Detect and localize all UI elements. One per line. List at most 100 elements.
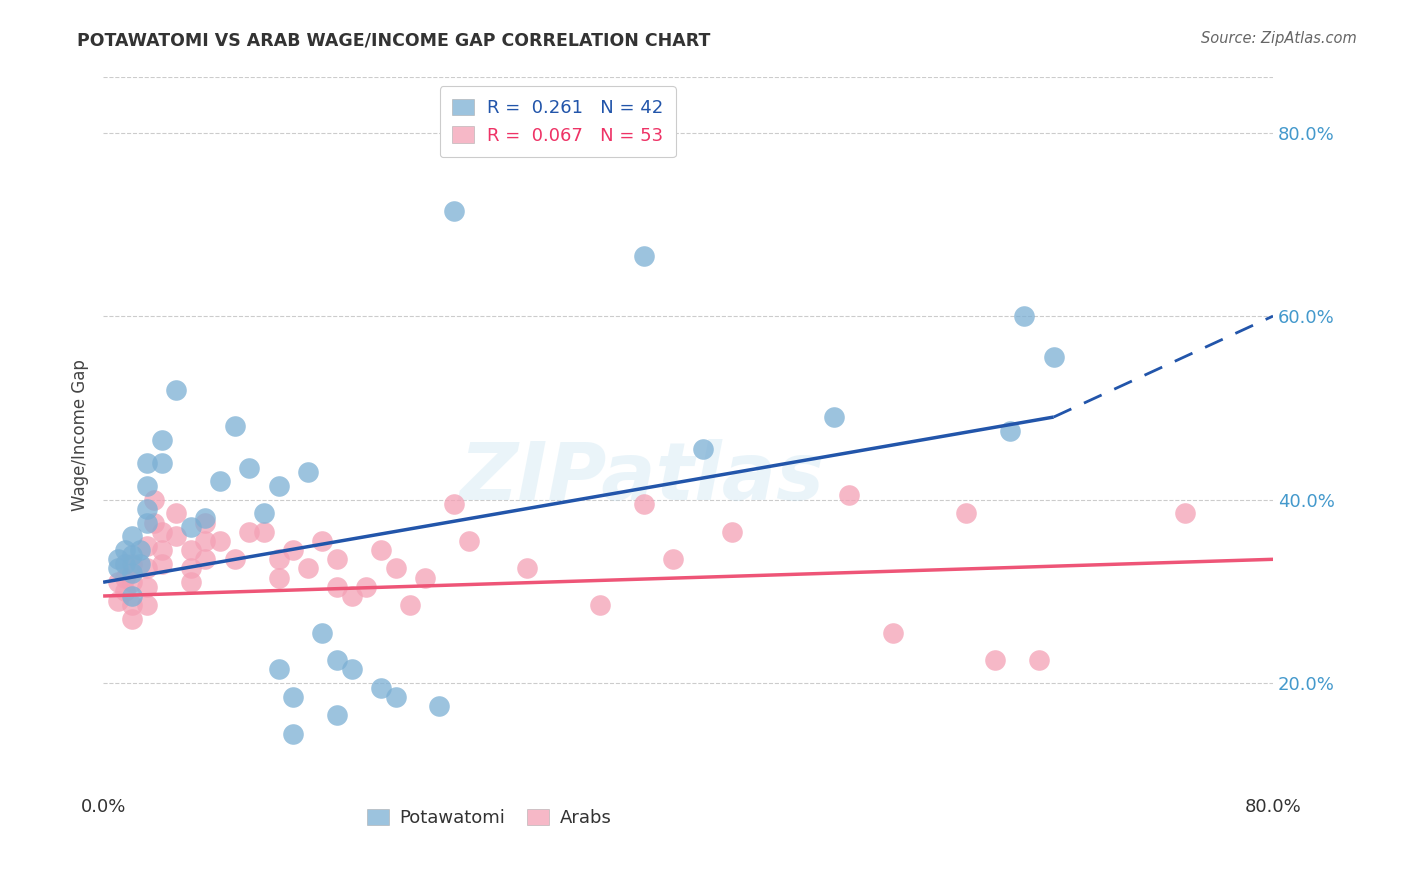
Point [180,575,202,590]
Point [516,561,538,575]
Point [589,598,612,612]
Point [128,557,150,571]
Point [136,580,159,594]
Point [267,552,290,566]
Point [998,424,1021,438]
Point [283,543,305,558]
Point [267,571,290,585]
Y-axis label: Wage/Income Gap: Wage/Income Gap [72,359,89,511]
Point [107,593,129,607]
Point [882,625,904,640]
Point [955,507,977,521]
Point [238,524,260,539]
Point [194,516,217,530]
Point [143,516,166,530]
Point [136,561,159,575]
Point [370,543,392,558]
Point [297,465,319,479]
Point [150,456,173,470]
Point [311,625,333,640]
Point [692,442,714,457]
Point [253,507,276,521]
Point [340,662,363,676]
Point [121,598,143,612]
Point [326,580,349,594]
Point [143,492,166,507]
Point [384,690,406,704]
Point [1174,507,1197,521]
Point [150,524,173,539]
Point [114,584,136,599]
Point [1042,351,1064,365]
Point [150,433,173,447]
Point [443,497,465,511]
Point [633,249,655,263]
Point [340,589,363,603]
Point [180,543,202,558]
Text: Source: ZipAtlas.com: Source: ZipAtlas.com [1201,31,1357,46]
Point [1028,653,1050,667]
Point [1014,309,1036,323]
Point [136,516,159,530]
Point [107,575,129,590]
Point [443,203,465,218]
Point [136,456,159,470]
Point [150,557,173,571]
Point [838,488,860,502]
Point [224,419,246,434]
Point [413,571,436,585]
Point [107,552,129,566]
Point [326,552,349,566]
Point [224,552,246,566]
Point [165,383,187,397]
Point [984,653,1007,667]
Point [165,529,187,543]
Text: POTAWATOMI VS ARAB WAGE/INCOME GAP CORRELATION CHART: POTAWATOMI VS ARAB WAGE/INCOME GAP CORRE… [77,31,710,49]
Point [326,653,349,667]
Point [267,479,290,493]
Point [238,460,260,475]
Point [267,662,290,676]
Point [283,727,305,741]
Point [194,533,217,548]
Point [297,561,319,575]
Point [128,543,150,558]
Point [180,520,202,534]
Point [283,690,305,704]
Point [633,497,655,511]
Point [136,539,159,553]
Point [194,511,217,525]
Point [114,571,136,585]
Point [121,589,143,603]
Point [121,548,143,562]
Point [326,708,349,723]
Point [209,475,232,489]
Text: ZIPatlas: ZIPatlas [458,440,824,517]
Point [121,566,143,580]
Point [121,575,143,590]
Point [150,543,173,558]
Point [121,612,143,626]
Point [209,533,232,548]
Point [107,561,129,575]
Point [370,681,392,695]
Point [165,507,187,521]
Point [194,552,217,566]
Point [823,410,845,425]
Point [180,561,202,575]
Point [311,533,333,548]
Point [136,598,159,612]
Point [721,524,744,539]
Point [384,561,406,575]
Point [399,598,422,612]
Point [253,524,276,539]
Point [136,501,159,516]
Point [662,552,685,566]
Point [121,557,143,571]
Point [356,580,378,594]
Legend: Potawatomi, Arabs: Potawatomi, Arabs [360,802,619,834]
Point [457,533,479,548]
Point [114,557,136,571]
Point [136,479,159,493]
Point [121,529,143,543]
